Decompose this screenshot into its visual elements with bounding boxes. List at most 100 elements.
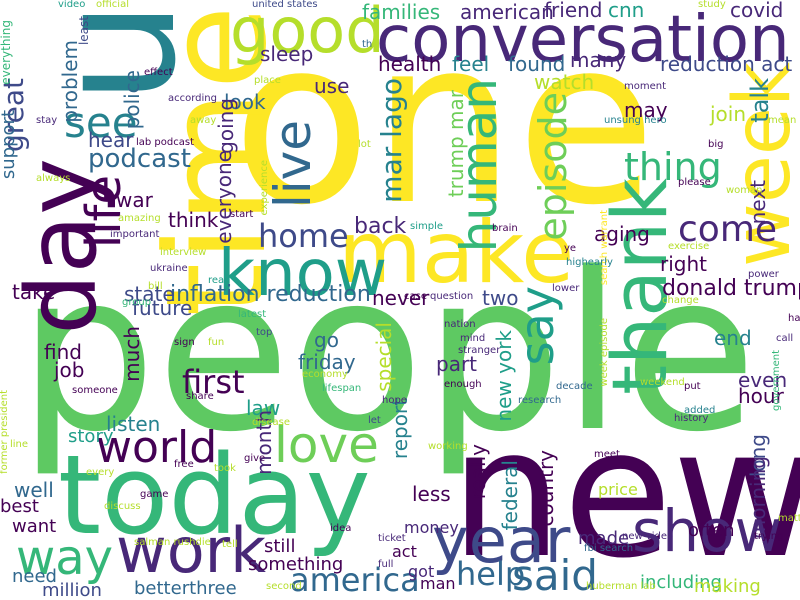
word-two: two <box>482 286 519 310</box>
word-country: country <box>534 450 558 527</box>
word-matter: matter <box>778 513 800 524</box>
word-use: use <box>314 74 350 98</box>
word-less: less <box>412 482 451 506</box>
word-support: support <box>0 110 19 180</box>
word-covid: covid <box>730 0 784 22</box>
word-war: war <box>116 188 153 212</box>
word-thing: thing <box>624 145 722 189</box>
word-betterthree: betterthree <box>134 578 237 599</box>
word-sleep: sleep <box>260 42 314 66</box>
word-reduction-act: reduction act <box>660 52 793 76</box>
word-story: story <box>68 426 114 447</box>
word-salman-rushdie: salman rushdie <box>134 537 211 548</box>
word-top: top <box>256 327 273 338</box>
word-fbi-search: fbi search <box>584 543 634 554</box>
word-case: case <box>404 291 427 302</box>
word-special: special <box>372 322 396 392</box>
word-always: always <box>36 173 71 184</box>
word-start: start <box>230 209 254 220</box>
word-episode: episode <box>531 92 575 241</box>
word-donald-trump: donald trump <box>662 276 800 301</box>
word-watch: watch <box>534 70 595 94</box>
word-feel: feel <box>452 52 490 76</box>
word-woman: woman <box>726 185 763 196</box>
word-friend: friend <box>544 0 603 22</box>
word-families: families <box>362 0 441 24</box>
word-history: history <box>674 413 709 424</box>
word-make: make <box>338 203 575 303</box>
word-price: price <box>598 480 638 499</box>
word-said: said <box>512 551 598 600</box>
word-much: much <box>120 326 144 382</box>
word-making: making <box>694 576 761 597</box>
word-america: america <box>290 561 420 599</box>
word-put: put <box>684 381 701 392</box>
word-tell: tell <box>222 539 238 550</box>
word-week-episode: week episode <box>599 318 610 387</box>
word-made: made <box>578 528 630 549</box>
word-every: every <box>86 467 115 478</box>
word-took: took <box>214 463 236 474</box>
word-let: let <box>368 415 381 426</box>
word-place: place <box>254 75 281 86</box>
word-weekend: weekend <box>640 377 685 388</box>
word-line: line <box>10 439 29 450</box>
word-join: join <box>710 102 747 126</box>
word-government: government <box>771 350 782 411</box>
word-amazing: amazing <box>118 213 161 224</box>
word-someone: someone <box>72 385 118 396</box>
word-everything: everything <box>0 20 13 85</box>
word-american: american <box>460 0 554 24</box>
word-come: come <box>678 209 778 250</box>
word-moment: moment <box>624 81 667 92</box>
word-part: part <box>436 352 478 376</box>
word-hour: hour <box>738 384 784 408</box>
word-today: today <box>58 431 371 559</box>
word-need: need <box>12 566 57 587</box>
word-think: think <box>168 208 219 232</box>
word-nation: nation <box>444 319 476 330</box>
word-going: going <box>214 98 238 154</box>
word-mind: mind <box>460 333 486 344</box>
word-health: health <box>378 52 442 76</box>
word-got: got <box>408 562 435 581</box>
word-new-york: new york <box>492 330 516 422</box>
word-still: still <box>264 536 296 557</box>
word-second: second <box>266 581 302 592</box>
word-big: big <box>708 139 724 150</box>
word-live: live <box>264 120 322 209</box>
word-new: new <box>450 390 800 597</box>
word-federal: federal <box>498 460 522 531</box>
word-important: important <box>110 229 160 240</box>
word-hard: hard <box>788 313 800 324</box>
word-future: future <box>132 296 193 320</box>
word-never: never <box>372 286 430 310</box>
word-study: study <box>698 0 726 10</box>
word-money: money <box>404 518 459 537</box>
word-disease: disease <box>252 417 290 428</box>
word-want: want <box>12 516 57 537</box>
word-conversation: conversation <box>376 3 790 77</box>
word-game: game <box>140 489 169 500</box>
word-huberman-lab: huberman lab <box>586 581 656 592</box>
word-share: share <box>186 391 214 402</box>
word-way: way <box>16 530 114 586</box>
word-report: report <box>388 398 412 460</box>
word-including: including <box>640 572 722 593</box>
word-law: law <box>246 396 281 420</box>
word-experience: experience <box>259 160 270 216</box>
word-group: group <box>122 297 152 308</box>
word-trump-mar: trump mar <box>444 90 468 198</box>
word-find: find <box>44 340 82 364</box>
word-aging: aging <box>594 222 650 246</box>
word-found: found <box>508 52 566 76</box>
word-know: know <box>218 237 388 311</box>
word-exercise: exercise <box>668 241 710 252</box>
word-economy: economy <box>302 369 348 380</box>
word-ye: ye <box>564 243 577 254</box>
word-added: added <box>684 405 716 416</box>
word-interview: interview <box>160 247 207 258</box>
word-go: go <box>314 328 339 352</box>
word-least: least <box>77 16 91 46</box>
